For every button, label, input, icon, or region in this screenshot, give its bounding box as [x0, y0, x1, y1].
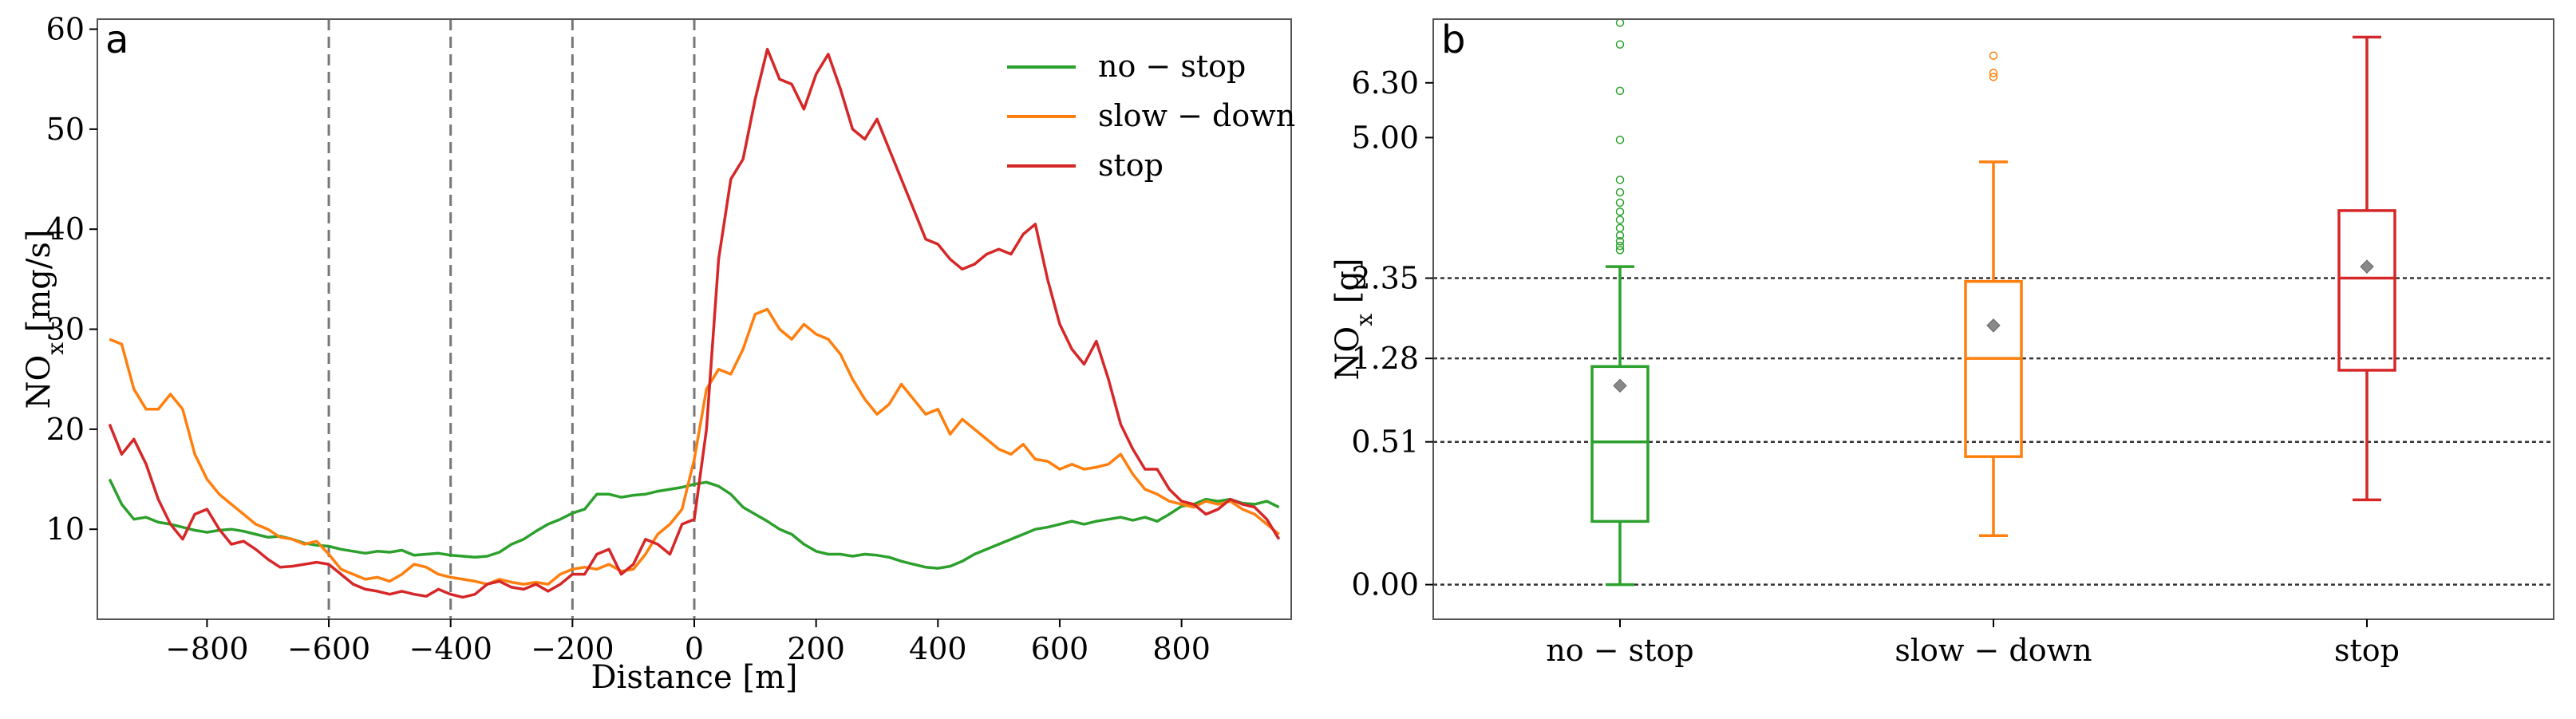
x-tick-label: 400 — [909, 631, 967, 666]
x-axis-label: Distance [m] — [591, 659, 797, 696]
flier-1 — [1989, 73, 1998, 81]
x-tick-label: 0 — [685, 631, 704, 666]
y-tick-label: 50 — [46, 112, 85, 147]
flier-1 — [1989, 51, 1998, 61]
x-tick-label: −800 — [165, 631, 248, 666]
panel-label-a: a — [105, 18, 128, 62]
mean-marker-0 — [1613, 378, 1627, 393]
flier-0 — [1615, 223, 1625, 233]
flier-0 — [1615, 135, 1625, 144]
y-tick-label: 0.00 — [1351, 567, 1419, 602]
y-axis-label: NOx [g] — [1329, 258, 1377, 380]
box-0 — [1590, 365, 1650, 523]
flier-0 — [1615, 231, 1625, 240]
flier-0 — [1615, 207, 1625, 216]
y-tick-label: 5.00 — [1351, 120, 1419, 155]
y-tick-label: 40 — [46, 211, 85, 247]
flier-0 — [1615, 198, 1625, 207]
x-tick-label: no − stop — [1546, 633, 1693, 668]
flier-0 — [1615, 241, 1625, 251]
y-tick-label: 2.35 — [1351, 261, 1419, 296]
legend-label-2: stop — [1098, 148, 1164, 183]
flier-0 — [1615, 246, 1625, 255]
x-tick-label: stop — [2334, 633, 2400, 668]
mean-marker-1 — [1986, 318, 2001, 333]
series-line-2 — [108, 47, 1281, 599]
x-tick-label: slow − down — [1894, 633, 2092, 668]
x-tick-label: 600 — [1031, 631, 1089, 666]
y-axis-label: NOx [mg/s] — [21, 229, 69, 409]
panel-label-b: b — [1441, 18, 1465, 62]
x-tick-label: 800 — [1152, 631, 1211, 666]
flier-0 — [1615, 40, 1625, 49]
series-line-1 — [109, 307, 1280, 586]
x-tick-label: −600 — [287, 631, 370, 666]
flier-1 — [1989, 69, 1998, 77]
x-tick-label: −200 — [531, 631, 614, 666]
flier-0 — [1615, 237, 1625, 246]
mean-marker-2 — [2360, 259, 2374, 274]
y-tick-label: 60 — [46, 12, 85, 47]
panel-a: −800 −600 −400 −200 0 200 400 600 800 10 20 30 40 50 6… — [21, 12, 1295, 696]
flier-0 — [1615, 215, 1625, 224]
box-2 — [2337, 209, 2396, 372]
flier-0 — [1615, 188, 1625, 197]
flier-0 — [1615, 176, 1625, 184]
legend-label-0: no − stop — [1098, 49, 1246, 84]
x-tick-label: −400 — [409, 631, 492, 666]
panel-b: 0.00 0.51 1.28 2.35 5.00 6.30 no − stop slow − … — [1329, 18, 2554, 668]
flier-0 — [1615, 18, 1625, 27]
flier-0 — [1615, 86, 1625, 96]
y-tick-label: 30 — [46, 312, 85, 347]
y-tick-label: 1.28 — [1351, 341, 1419, 376]
x-tick-label: 200 — [787, 631, 845, 666]
y-tick-label: 20 — [46, 412, 85, 447]
legend-label-1: slow − down — [1098, 98, 1295, 133]
y-tick-label: 10 — [46, 512, 85, 547]
y-tick-label: 0.51 — [1351, 425, 1419, 460]
box-1 — [1964, 279, 2023, 458]
y-tick-label: 6.30 — [1351, 65, 1419, 101]
